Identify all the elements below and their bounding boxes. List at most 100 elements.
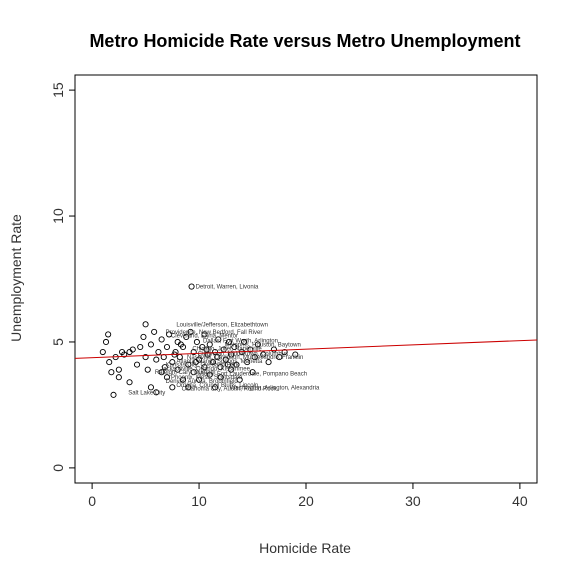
data-point (169, 359, 176, 366)
data-point (292, 351, 299, 358)
data-point (228, 366, 235, 373)
point-label: Cincinnati, Middletown, Columbus (198, 351, 288, 357)
data-point (106, 359, 113, 366)
data-point (201, 364, 208, 371)
x-tick-label: 30 (405, 493, 421, 509)
data-point (206, 371, 213, 378)
point-label: Memphis, Houston, Baytown (224, 342, 300, 348)
x-tick-label: 20 (298, 493, 314, 509)
point-label: Atlanta, Sandy Springs, Marietta (176, 359, 263, 365)
data-point (115, 366, 122, 373)
data-point (105, 331, 112, 338)
data-point (231, 343, 238, 351)
data-point (121, 351, 128, 358)
data-point (177, 341, 184, 348)
data-point (137, 343, 144, 351)
data-point (209, 359, 217, 366)
data-point (222, 356, 229, 363)
data-point (166, 331, 173, 338)
y-tick-label: 10 (50, 208, 66, 224)
point-labels: Detroit, Warren, Livonia Louisville/Jeffe… (128, 285, 320, 397)
data-point (153, 389, 160, 396)
data-point (142, 354, 149, 361)
point-label: Denver, Aurora, Broomfield (166, 379, 238, 385)
data-point (185, 361, 192, 368)
chart-title: Metro Homicide Rate versus Metro Unemplo… (89, 31, 520, 51)
point-label: Nashville, Davidson, Murfreesboro, Frank… (187, 355, 303, 361)
data-point (212, 348, 219, 356)
point-label: Miami, Fort Lauderdale, Pompano Beach (198, 371, 307, 377)
data-point (140, 333, 147, 340)
data-point (183, 333, 190, 340)
data-point (217, 364, 224, 371)
point-label: Raleigh, Cary, Durham (155, 370, 216, 376)
data-point (129, 346, 136, 353)
data-point (270, 346, 277, 353)
data-point (260, 351, 267, 358)
data-point (115, 374, 122, 381)
data-point (174, 366, 181, 373)
data-point (240, 338, 248, 346)
data-point (233, 361, 240, 368)
y-tick-label: 15 (50, 82, 66, 98)
x-tick-label: 0 (88, 493, 96, 509)
data-point (190, 348, 197, 356)
data-point (236, 376, 243, 383)
point-label: Jacksonville, Orlando, Kissimmee (160, 366, 250, 372)
data-point (187, 328, 194, 335)
data-point (217, 374, 224, 381)
x-axis-label: Homicide Rate (259, 540, 351, 556)
y-tick-label: 0 (50, 464, 66, 472)
point-label: Washington, Arlington, Alexandria (230, 385, 320, 391)
data-point (203, 346, 210, 353)
data-point (212, 384, 219, 391)
data-point (147, 384, 154, 391)
data-point (224, 361, 231, 368)
data-point (133, 361, 141, 368)
data-point (161, 364, 168, 371)
point-label: Salt Lake City (128, 390, 165, 396)
point-label: Louisville/Jefferson, Elizabethtown (176, 322, 268, 328)
data-point (158, 336, 165, 343)
data-point (190, 369, 197, 376)
data-point (158, 369, 165, 376)
data-point (193, 338, 200, 346)
point-label: Kansas City, Overland Park (166, 363, 240, 369)
data-point (254, 341, 261, 348)
data-point (276, 354, 283, 361)
data-point (225, 338, 233, 346)
data-points (99, 283, 299, 398)
data-point (249, 369, 256, 376)
point-label: Chicago, Joliet, Naperville (192, 346, 262, 352)
point-label: Dallas, Fort Worth, Arlington (203, 339, 278, 345)
y-axis: 0 5 10 15 (50, 82, 75, 472)
data-point (163, 343, 171, 351)
data-point (147, 341, 154, 348)
point-label: Phoenix, Mesa, Scottsdale (171, 375, 243, 381)
data-point (151, 328, 158, 335)
data-point (126, 379, 133, 386)
data-point (188, 283, 195, 290)
data-point (185, 384, 192, 391)
data-point (163, 374, 171, 381)
data-point (110, 391, 117, 398)
trend-line (74, 339, 538, 359)
data-point (108, 369, 115, 376)
data-point (244, 359, 251, 366)
x-axis: 0 10 20 30 40 (88, 483, 528, 509)
x-tick-label: 10 (191, 493, 207, 509)
data-point (247, 346, 254, 353)
point-label: Detroit, Warren, Livonia (196, 285, 259, 291)
y-axis-label: Unemployment Rate (8, 214, 24, 342)
data-point (251, 354, 258, 361)
point-label: Providence, New Bedford, Fall River (166, 330, 263, 336)
data-point (153, 356, 160, 363)
plot-frame (74, 74, 538, 484)
data-point (155, 348, 162, 356)
data-point (281, 348, 288, 356)
data-point (196, 376, 203, 383)
point-label: Cleveland, Elyria, Mentor (171, 334, 238, 340)
y-tick-label: 5 (50, 338, 66, 346)
data-point (265, 359, 272, 366)
